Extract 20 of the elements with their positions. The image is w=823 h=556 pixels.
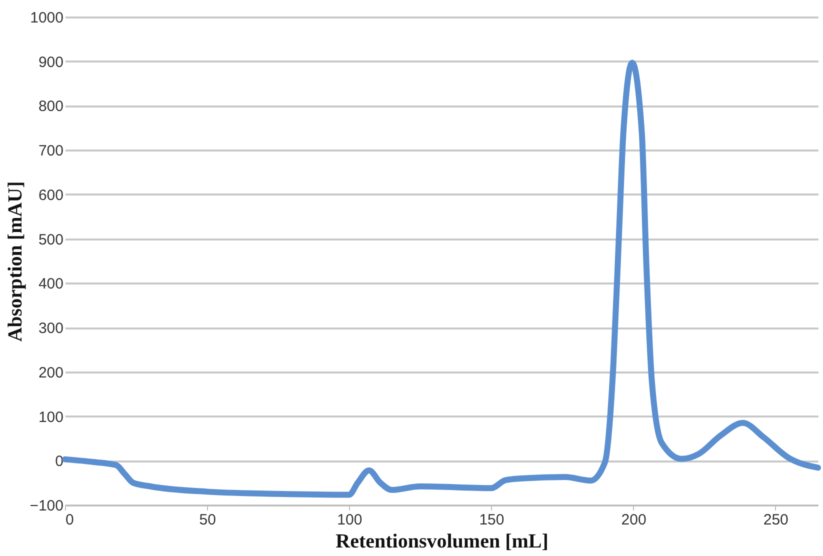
- x-tick-label: 100: [337, 512, 362, 528]
- y-tick-label: −100: [30, 498, 64, 514]
- y-tick-label: 800: [38, 98, 64, 116]
- x-tick-label: 250: [763, 512, 788, 528]
- x-tick-label: 200: [621, 512, 646, 528]
- y-tick-label: 700: [38, 142, 64, 160]
- y-tick-label: 600: [38, 186, 64, 204]
- y-tick-label: 0: [55, 453, 64, 470]
- y-tick-label: 400: [38, 276, 64, 293]
- x-tick-label: 50: [199, 512, 216, 528]
- y-tick-label: 100: [38, 408, 64, 426]
- x-tick-label: 0: [66, 512, 74, 528]
- x-tick-label: 150: [479, 512, 504, 528]
- y-tick-label: 900: [38, 54, 64, 71]
- y-tick-label: 1000: [30, 10, 64, 26]
- y-tick-label: 500: [38, 231, 64, 248]
- y-tick-label: 300: [38, 320, 64, 338]
- y-tick-label: 200: [38, 364, 64, 382]
- x-axis-title: Retentionsvolumen [mL]: [336, 530, 548, 552]
- y-axis-title: Absorption [mAU]: [4, 181, 27, 342]
